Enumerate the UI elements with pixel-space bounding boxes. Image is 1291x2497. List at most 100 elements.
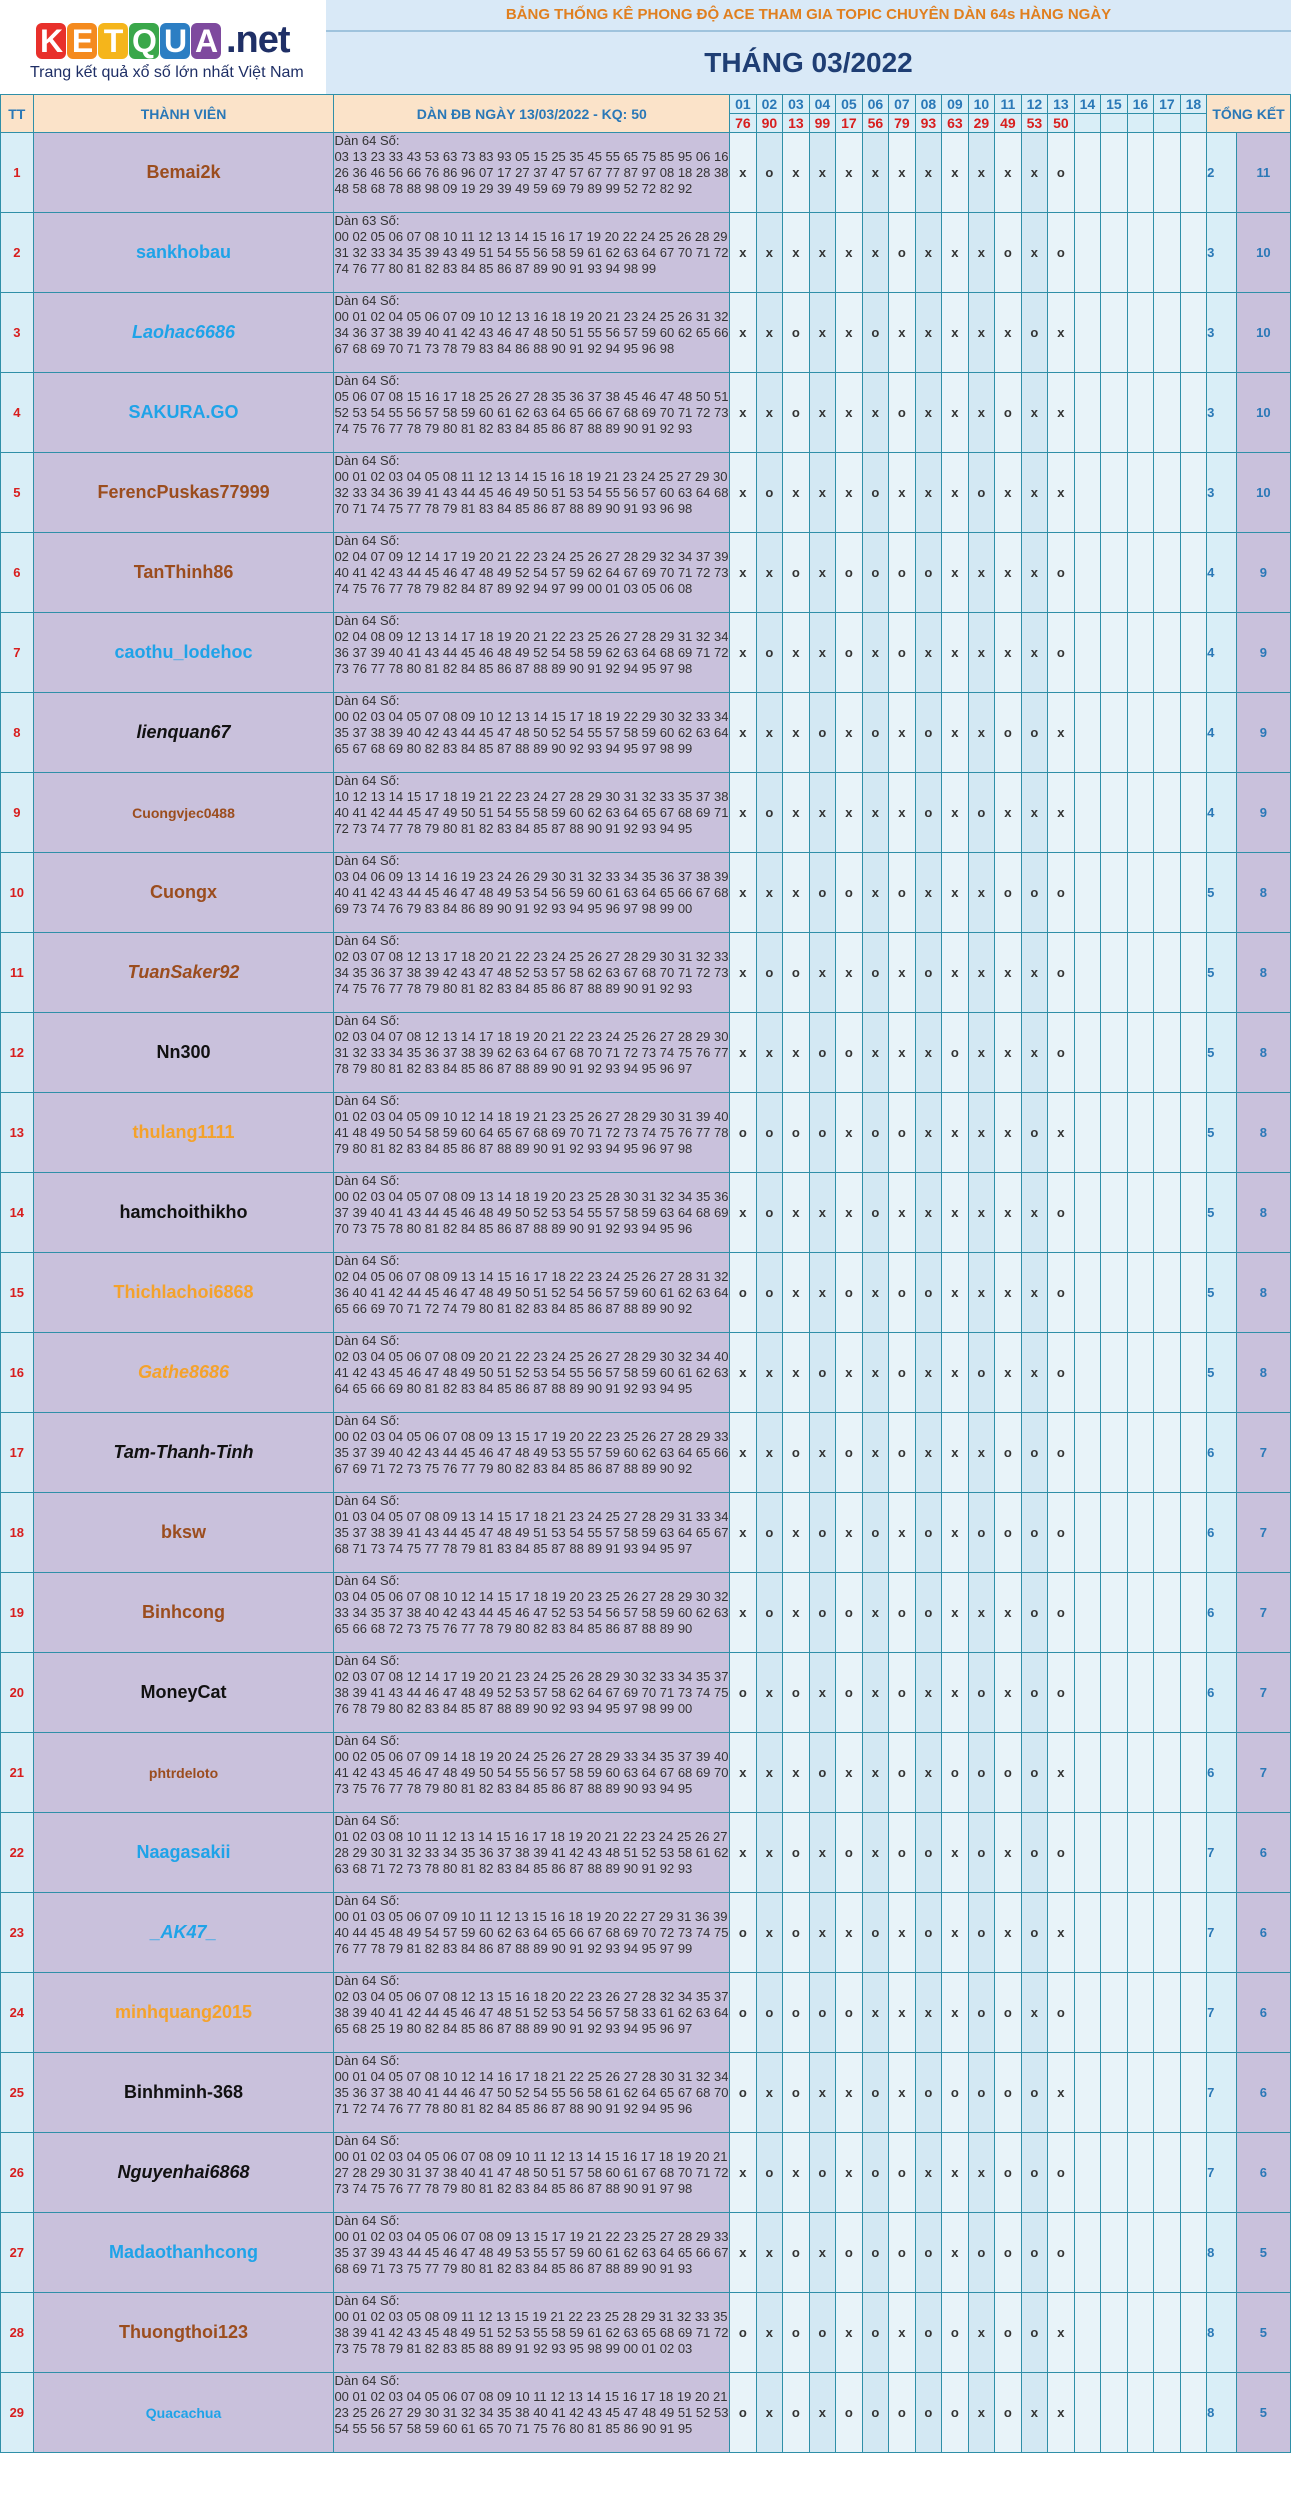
member-name[interactable]: TuanSaker92 [32, 932, 335, 1013]
member-name[interactable]: thulang1111 [32, 1092, 335, 1173]
member-name[interactable]: Tam-Thanh-Tinh [32, 1412, 335, 1493]
table-row: 20 MoneyCat Dàn 64 Số: 02 03 07 08 12 14 1… [0, 1652, 1291, 1733]
day-header: 06 [861, 94, 890, 114]
day-empty [1100, 372, 1128, 453]
day-mark: x [967, 132, 996, 213]
member-name[interactable]: lienquan67 [32, 692, 335, 773]
site-logo[interactable]: K E T Q U A .net Trang kết quả xổ số lớn nhất … [0, 0, 328, 94]
member-name[interactable]: hamchoithikho [32, 1172, 335, 1253]
member-name[interactable]: Nguyenhai6868 [32, 2132, 335, 2213]
member-name[interactable]: Cuongx [32, 852, 335, 933]
day-empty [1179, 1892, 1208, 1973]
day-mark: x [914, 452, 943, 533]
day-mark: x [994, 1572, 1022, 1653]
day-result: 56 [861, 113, 890, 133]
day-mark: x [729, 212, 757, 293]
day-mark: o [835, 612, 863, 693]
dan-numbers-cell: Dàn 64 Số: 03 13 23 33 43 53 63 73 83 93… [333, 132, 731, 213]
row-number: 17 [0, 1412, 34, 1493]
day-mark: o [994, 1972, 1022, 2053]
day-mark: x [729, 1412, 757, 1493]
member-name[interactable]: Bemai2k [32, 132, 335, 213]
member-name[interactable]: minhquang2015 [32, 1972, 335, 2053]
member-name[interactable]: phtrdeloto [32, 1732, 335, 1813]
day-mark: x [729, 1812, 757, 1893]
table-row: 10 Cuongx Dàn 64 Số: 03 04 06 09 13 14 16 … [0, 852, 1291, 933]
day-mark: x [729, 1172, 757, 1253]
member-name[interactable]: Thuongthoi123 [32, 2292, 335, 2373]
day-mark: o [808, 1092, 837, 1173]
day-mark: o [729, 2292, 757, 2373]
member-name[interactable]: FerencPuskas77999 [32, 452, 335, 533]
day-mark: x [967, 1412, 996, 1493]
day-mark: o [729, 1252, 757, 1333]
day-mark: x [808, 2372, 837, 2453]
day-mark: o [888, 532, 916, 613]
row-number: 6 [0, 532, 34, 613]
day-mark: o [835, 2212, 863, 2293]
wins-count: 7 [1206, 2052, 1237, 2133]
member-name[interactable]: SAKURA.GO [32, 372, 335, 453]
row-number: 28 [0, 2292, 34, 2373]
day-empty [1100, 1732, 1128, 1813]
day-mark: x [967, 532, 996, 613]
day-mark: o [1020, 2052, 1049, 2133]
day-mark: x [861, 212, 890, 293]
day-mark: x [835, 1892, 863, 1973]
day-empty [1179, 1092, 1208, 1173]
day-mark: o [914, 1492, 943, 1573]
wins-count: 3 [1206, 452, 1237, 533]
dan-numbers-cell: Dàn 64 Số: 00 01 02 03 04 05 06 07 08 09… [333, 2132, 731, 2213]
member-name[interactable]: TanThinh86 [32, 532, 335, 613]
dan-numbers-cell: Dàn 64 Số: 00 02 03 04 05 07 08 09 13 14… [333, 1172, 731, 1253]
member-name[interactable]: Laohac6686 [32, 292, 335, 373]
day-mark: o [782, 2212, 810, 2293]
day-mark: o [729, 1652, 757, 1733]
dan-numbers: Dàn 64 Số: 01 03 04 05 07 08 09 13 14 15… [334, 1493, 729, 1557]
member-name[interactable]: Naagasakii [32, 1812, 335, 1893]
dan-numbers: Dàn 64 Số: 00 01 02 03 04 05 08 11 12 13… [334, 453, 729, 517]
day-mark: o [861, 932, 890, 1013]
dan-numbers: Dàn 64 Số: 00 02 05 06 07 09 14 18 19 20… [334, 1733, 729, 1797]
member-name[interactable]: Thichlachoi6868 [32, 1252, 335, 1333]
wins-count: 2 [1206, 132, 1237, 213]
day-mark: x [782, 1172, 810, 1253]
wins-count: 4 [1206, 692, 1237, 773]
day-mark: x [861, 372, 890, 453]
member-name[interactable]: bksw [32, 1492, 335, 1573]
day-empty [1153, 2132, 1181, 2213]
day-empty [1126, 1412, 1155, 1493]
member-name[interactable]: Nn300 [32, 1012, 335, 1093]
member-name[interactable]: caothu_lodehoc [32, 612, 335, 693]
day-mark: x [914, 1652, 943, 1733]
member-name[interactable]: Binhcong [32, 1572, 335, 1653]
member-name[interactable]: Binhminh-368 [32, 2052, 335, 2133]
day-mark: o [888, 1092, 916, 1173]
member-name[interactable]: Cuongvjec0488 [32, 772, 335, 853]
day-empty [1153, 452, 1181, 533]
day-mark: o [1047, 212, 1075, 293]
member-name[interactable]: Quacachua [32, 2372, 335, 2453]
day-mark: x [782, 2132, 810, 2213]
day-empty [1153, 1092, 1181, 1173]
logo-letter: Q [129, 23, 159, 59]
member-name[interactable]: _AK47_ [32, 1892, 335, 1973]
member-name[interactable]: Gathe8686 [32, 1332, 335, 1413]
day-mark: x [994, 452, 1022, 533]
day-mark: o [755, 612, 784, 693]
day-mark: x [835, 2292, 863, 2373]
member-name[interactable]: MoneyCat [32, 1652, 335, 1733]
day-mark: x [835, 1092, 863, 1173]
day-mark: o [914, 2292, 943, 2373]
dan-numbers: Dàn 64 Số: 02 03 04 07 08 12 13 14 17 18… [334, 1013, 729, 1077]
day-empty [1073, 2212, 1102, 2293]
day-mark: x [1047, 2292, 1075, 2373]
day-mark: o [994, 1412, 1022, 1493]
member-name[interactable]: sankhobau [32, 212, 335, 293]
day-mark: o [967, 1892, 996, 1973]
dan-numbers-cell: Dàn 64 Số: 00 01 02 03 05 08 09 11 12 13… [333, 2292, 731, 2373]
member-name[interactable]: Madaothanhcong [32, 2212, 335, 2293]
wins-count: 7 [1206, 2132, 1237, 2213]
day-mark: x [888, 2292, 916, 2373]
day-empty [1126, 1492, 1155, 1573]
